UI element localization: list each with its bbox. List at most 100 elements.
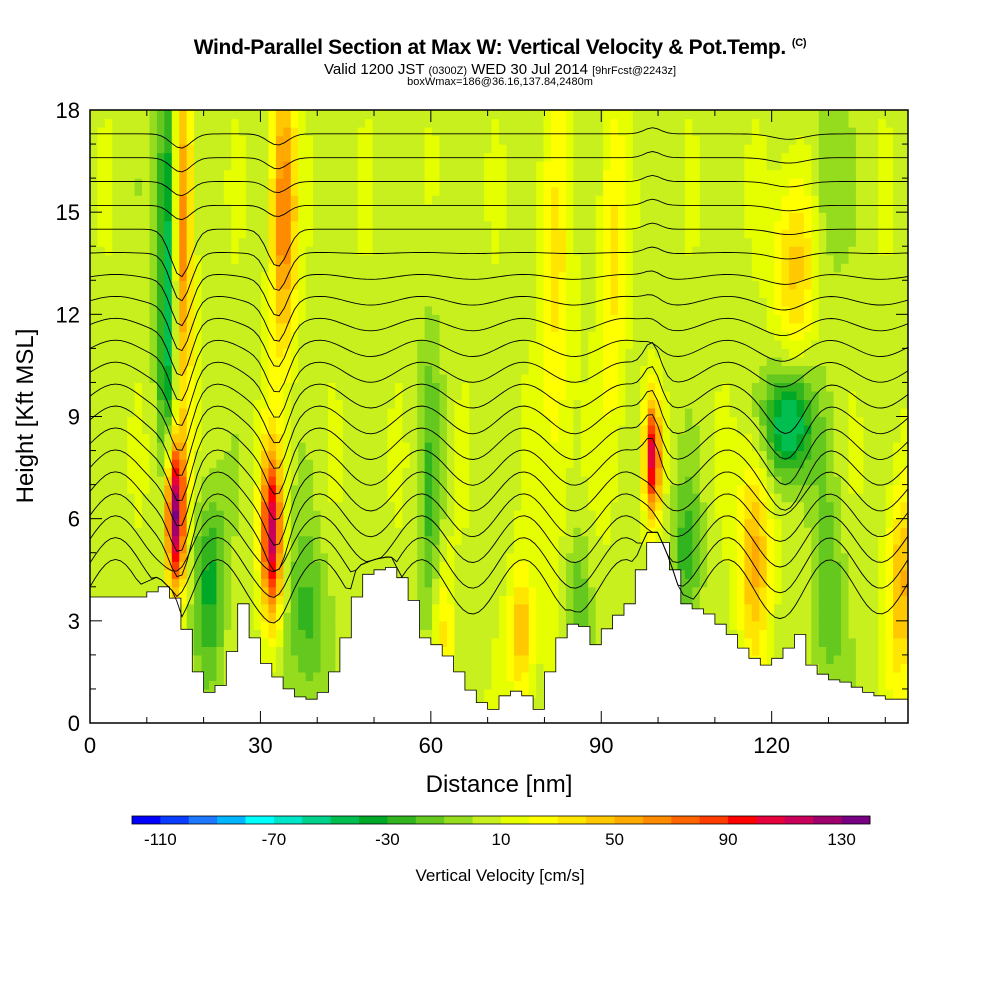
velocity-cell	[179, 399, 188, 409]
velocity-cell	[543, 450, 552, 460]
velocity-cell	[536, 305, 545, 315]
velocity-cell	[461, 671, 470, 682]
velocity-cell	[588, 586, 597, 596]
velocity-cell	[104, 561, 113, 571]
velocity-cell	[290, 169, 299, 179]
velocity-cell	[454, 186, 463, 196]
velocity-cell	[484, 467, 493, 477]
velocity-cell	[558, 629, 567, 639]
velocity-cell	[290, 603, 299, 613]
velocity-cell	[335, 493, 344, 503]
velocity-cell	[268, 450, 277, 460]
velocity-cell	[208, 220, 218, 230]
velocity-cell	[469, 254, 478, 264]
velocity-cell	[112, 535, 121, 545]
velocity-cell	[476, 654, 485, 664]
velocity-cell	[275, 331, 284, 341]
velocity-cell	[565, 467, 574, 477]
velocity-cell	[439, 382, 448, 392]
velocity-cell	[536, 399, 545, 409]
velocity-cell	[253, 527, 262, 537]
velocity-cell	[409, 305, 418, 315]
velocity-cell	[246, 501, 255, 511]
velocity-cell	[551, 305, 560, 315]
velocity-cell	[208, 612, 218, 622]
velocity-cell	[357, 416, 366, 426]
velocity-cell	[231, 331, 240, 341]
velocity-cell	[179, 535, 188, 545]
velocity-cell	[186, 510, 195, 520]
velocity-cell	[342, 322, 351, 332]
velocity-cell	[558, 195, 567, 205]
velocity-cell	[476, 365, 485, 375]
velocity-cell	[275, 348, 284, 358]
velocity-cell	[335, 178, 344, 188]
velocity-cell	[484, 271, 493, 281]
velocity-cell	[409, 237, 418, 247]
velocity-cell	[186, 390, 195, 401]
velocity-cell	[454, 305, 463, 315]
velocity-cell	[558, 416, 567, 426]
velocity-cell	[290, 671, 299, 682]
velocity-cell	[238, 578, 247, 588]
velocity-cell	[142, 416, 151, 426]
velocity-cell	[305, 110, 314, 120]
velocity-cell	[335, 561, 344, 571]
velocity-cell	[246, 629, 255, 639]
velocity-cell	[469, 373, 478, 384]
velocity-cell	[387, 518, 396, 528]
velocity-cell	[506, 459, 515, 469]
velocity-cell	[506, 646, 515, 656]
velocity-cell	[253, 484, 262, 494]
velocity-cell	[164, 220, 173, 230]
velocity-cell	[543, 186, 552, 196]
velocity-cell	[357, 510, 366, 520]
velocity-cell	[409, 467, 418, 477]
velocity-cell	[484, 305, 493, 315]
velocity-cell	[201, 629, 210, 639]
velocity-cell	[119, 135, 128, 145]
velocity-cell	[513, 110, 522, 120]
velocity-cell	[90, 356, 99, 367]
velocity-cell	[313, 527, 322, 537]
velocity-cell	[380, 186, 389, 196]
velocity-cell	[543, 331, 552, 341]
velocity-cell	[603, 620, 612, 630]
velocity-cell	[454, 212, 463, 222]
velocity-cell	[119, 152, 128, 162]
velocity-cell	[246, 271, 255, 281]
velocity-cell	[409, 280, 418, 290]
velocity-cell	[149, 416, 158, 426]
velocity-cell	[342, 271, 351, 281]
velocity-cell	[327, 195, 336, 205]
velocity-cell	[171, 263, 180, 273]
velocity-cell	[461, 501, 470, 511]
velocity-cell	[261, 578, 270, 588]
velocity-cell	[402, 220, 411, 230]
velocity-cell	[595, 433, 604, 443]
velocity-cell	[595, 339, 604, 349]
velocity-cell	[327, 203, 336, 213]
velocity-cell	[469, 356, 478, 367]
velocity-cell	[536, 288, 545, 298]
velocity-cell	[432, 297, 441, 307]
velocity-cell	[156, 135, 165, 145]
velocity-cell	[484, 195, 493, 205]
velocity-cell	[134, 169, 143, 179]
velocity-cell	[149, 356, 158, 367]
velocity-cell	[216, 586, 225, 596]
velocity-cell	[543, 212, 552, 222]
velocity-cell	[201, 314, 210, 324]
velocity-cell	[164, 339, 173, 349]
velocity-cell	[142, 263, 151, 273]
velocity-cell	[551, 629, 560, 639]
velocity-cell	[320, 280, 329, 290]
velocity-cell	[372, 305, 381, 315]
velocity-cell	[275, 501, 284, 511]
velocity-cell	[536, 161, 545, 171]
velocity-cell	[558, 535, 567, 545]
velocity-cell	[350, 288, 359, 298]
velocity-cell	[149, 195, 158, 205]
velocity-cell	[372, 322, 381, 332]
velocity-cell	[543, 280, 552, 290]
